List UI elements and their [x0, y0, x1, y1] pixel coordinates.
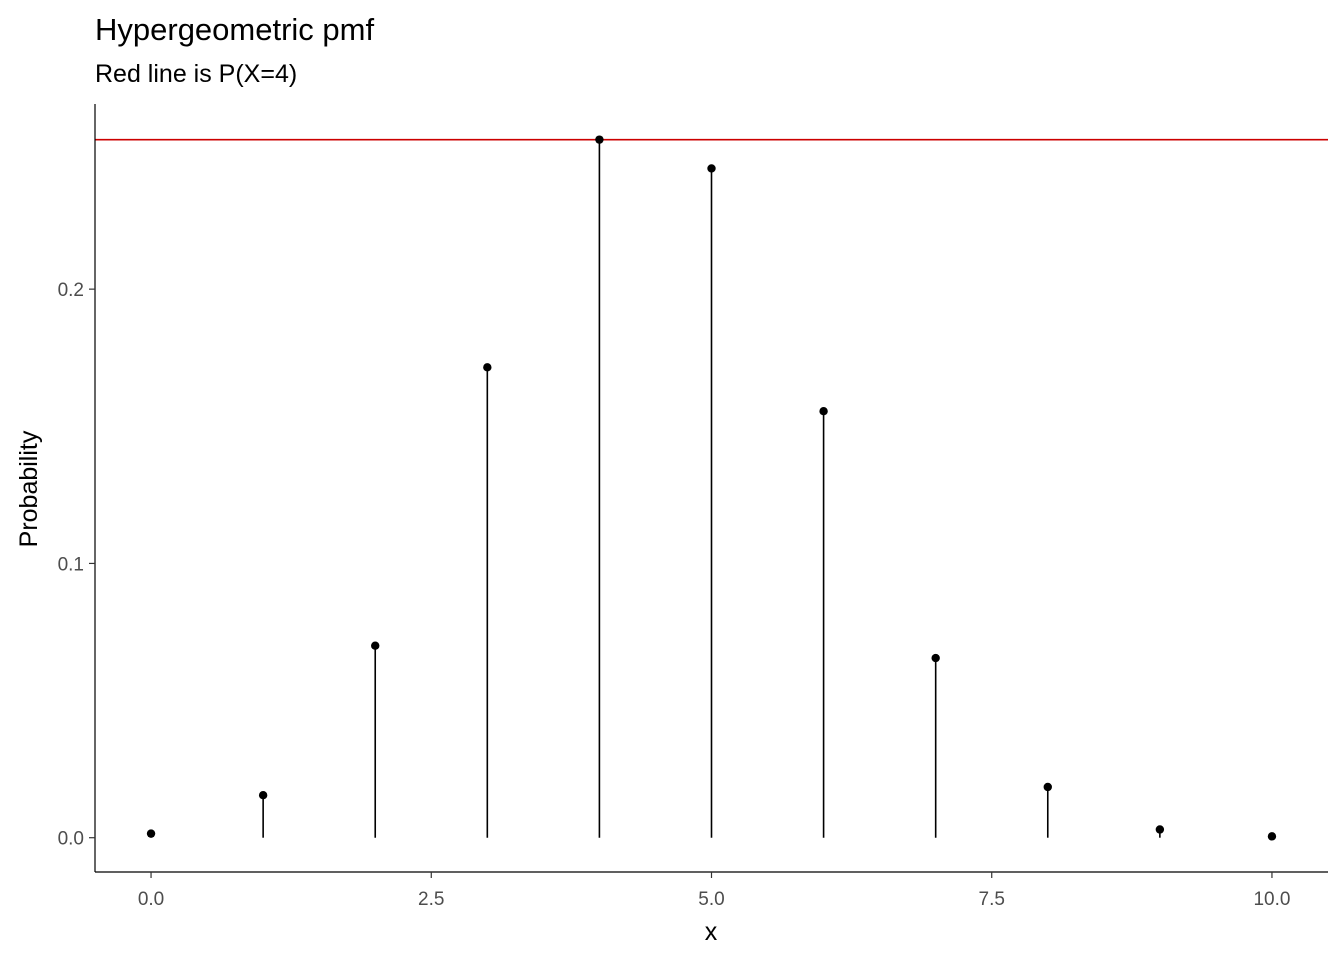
- x-tick-label: 7.5: [979, 889, 1005, 910]
- point-layer: [146, 135, 1277, 841]
- stem-layer: [150, 139, 1273, 838]
- y-tick-label: 0.2: [58, 280, 84, 301]
- point-x-10: [1267, 832, 1277, 841]
- x-axis-ticks: 0.0 2.5 5.0 7.5 10.0: [138, 872, 1290, 910]
- x-tick-label: 2.5: [418, 889, 444, 910]
- y-axis-title: Probability: [15, 430, 43, 547]
- chart-title: Hypergeometric pmf: [95, 12, 375, 47]
- point-x-0: [146, 829, 156, 838]
- point-x-8: [1043, 782, 1052, 792]
- point-x-4: [595, 135, 604, 144]
- point-x-3: [483, 363, 492, 372]
- x-tick-label: 10.0: [1253, 889, 1290, 910]
- point-x-5: [707, 164, 716, 173]
- point-x-1: [258, 791, 268, 800]
- point-x-9: [1155, 825, 1165, 834]
- point-x-7: [931, 653, 940, 663]
- x-tick-label: 0.0: [138, 889, 164, 910]
- y-tick-label: 0.0: [58, 829, 84, 850]
- point-x-2: [371, 641, 380, 650]
- chart-subtitle: Red line is P(X=4): [95, 60, 298, 88]
- y-tick-label: 0.1: [58, 554, 84, 575]
- y-axis-ticks: 0.0 0.1 0.2: [58, 280, 95, 850]
- point-x-6: [819, 407, 828, 416]
- x-axis-title: x: [705, 918, 718, 946]
- x-tick-label: 5.0: [698, 889, 724, 910]
